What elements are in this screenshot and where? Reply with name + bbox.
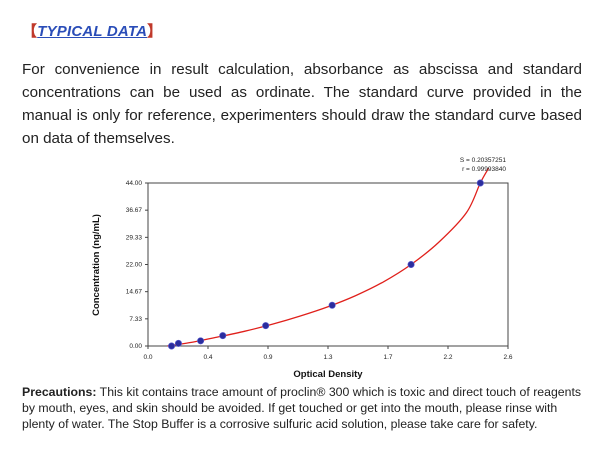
x-axis-ticks: 0.0 0.4 0.9 1.3 1.7 2.2 2.6 <box>143 346 513 361</box>
data-point <box>476 179 484 187</box>
y-tick-label: 29.33 <box>126 234 143 241</box>
y-axis-label: Concentration (ng/mL) <box>91 214 102 316</box>
heading-close-bracket: 】 <box>147 23 163 40</box>
x-tick-label: 0.4 <box>203 354 212 361</box>
x-tick-label: 1.3 <box>323 354 332 361</box>
y-tick-label: 14.67 <box>126 289 143 296</box>
data-points <box>168 179 484 350</box>
y-tick-label: 22.00 <box>126 262 143 269</box>
y-tick-label: 44.00 <box>126 180 143 187</box>
intro-paragraph: For convenience in result calculation, a… <box>22 61 582 147</box>
x-tick-label: 0.9 <box>263 354 272 361</box>
data-point <box>197 337 205 345</box>
x-tick-label: 1.7 <box>383 354 392 361</box>
data-point <box>262 322 270 330</box>
fit-curve-line <box>167 167 490 347</box>
x-tick-label: 2.6 <box>503 354 512 361</box>
plot-frame <box>147 182 509 347</box>
y-axis-ticks: 0.00 7.33 14.67 22.00 29.33 36.67 44.00 <box>126 180 148 350</box>
y-tick-label: 0.00 <box>129 343 142 350</box>
x-tick-label: 2.2 <box>443 354 452 361</box>
data-point <box>328 301 336 309</box>
chart-svg: 0.00 7.33 14.67 22.00 29.33 36.67 44.00 0.0 0.4… <box>91 157 513 380</box>
x-tick-label: 0.0 <box>143 354 152 361</box>
annotation-r: r = 0.99993840 <box>462 166 506 173</box>
precautions-text: This kit contains trace amount of procli… <box>22 385 582 431</box>
data-point <box>168 342 176 350</box>
data-point <box>174 339 182 347</box>
standard-curve-chart: 0.00 7.33 14.67 22.00 29.33 36.67 44.00 0.0 0.4… <box>88 148 528 380</box>
data-point <box>407 261 415 269</box>
annotation-s: S = 0.20357251 <box>460 157 506 164</box>
precautions-label: Precautions: <box>22 385 97 399</box>
x-axis-label: Optical Density <box>293 369 363 380</box>
heading-open-bracket: 【 <box>22 23 38 40</box>
data-point <box>219 332 227 340</box>
heading-title-link[interactable]: TYPICAL DATA <box>37 23 148 40</box>
y-tick-label: 7.33 <box>129 316 142 323</box>
section-heading: 【TYPICAL DATA】 <box>22 20 162 41</box>
precautions-block: Precautions: This kit contains trace amo… <box>22 384 582 432</box>
y-tick-label: 36.67 <box>126 207 143 214</box>
